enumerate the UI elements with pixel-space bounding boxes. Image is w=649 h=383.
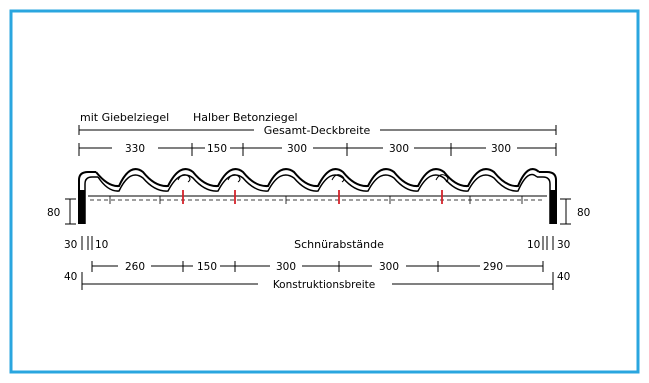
- left-10-label: 10: [95, 239, 108, 251]
- top-dim-4: 300: [389, 143, 409, 155]
- tile-profile: [78, 168, 557, 224]
- diagram-border: [9, 9, 640, 374]
- label-halber-betonziegel: Halber Betonziegel: [193, 111, 298, 124]
- top-dim-3: 300: [287, 143, 307, 155]
- left-40-label: 40: [64, 271, 77, 283]
- konstruktionsbreite-dimension: [81, 272, 554, 290]
- left-30-label: 30: [64, 239, 77, 251]
- gesamt-deckbreite-dimension: [78, 125, 557, 135]
- right-height-label: 80: [577, 207, 590, 219]
- bottom-dim-2: 150: [197, 261, 217, 273]
- height-dimensions: [65, 198, 571, 225]
- bottom-dim-3: 300: [276, 261, 296, 273]
- label-schnurabstaende: Schnürabstände: [294, 238, 384, 251]
- bottom-dim-4: 300: [379, 261, 399, 273]
- right-40-label: 40: [557, 271, 570, 283]
- bottom-dimension-chain: [91, 261, 544, 272]
- top-dim-5: 300: [491, 143, 511, 155]
- red-fixing-marks: [182, 190, 443, 204]
- right-10-label: 10: [527, 239, 540, 251]
- bottom-dim-5: 290: [483, 261, 503, 273]
- bottom-dim-1: 260: [125, 261, 145, 273]
- label-mit-giebelziegel: mit Giebelziegel: [80, 111, 169, 124]
- left-height-label: 80: [47, 207, 60, 219]
- top-dim-1: 330: [125, 143, 145, 155]
- label-gesamt-deckbreite: Gesamt-Deckbreite: [264, 124, 371, 137]
- label-konstruktionsbreite: Konstruktionsbreite: [273, 279, 375, 291]
- edge-dimension-ticks: [81, 236, 554, 250]
- right-30-label: 30: [557, 239, 570, 251]
- top-dim-2: 150: [207, 143, 227, 155]
- top-dimension-chain: [78, 143, 557, 156]
